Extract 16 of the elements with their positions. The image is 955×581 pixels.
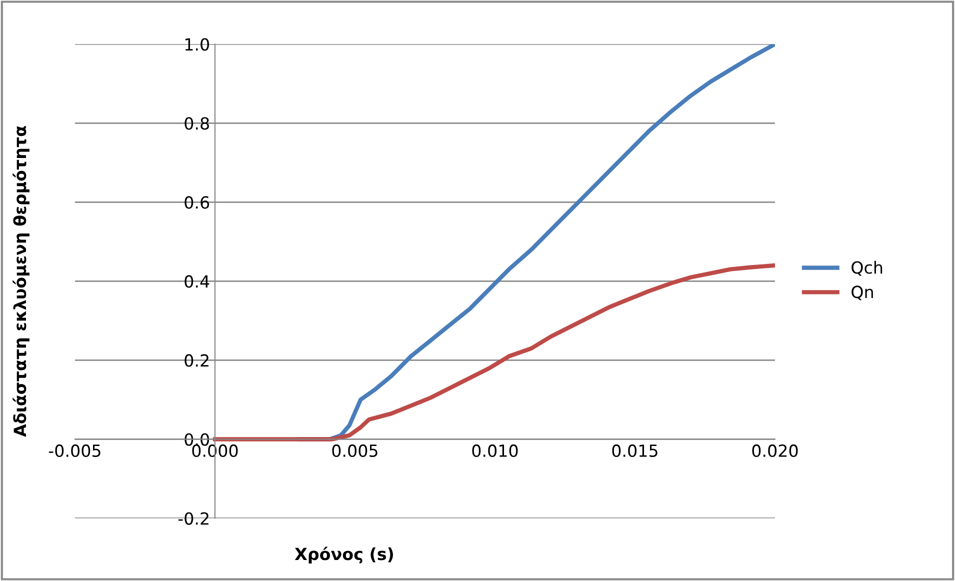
- x-tick-label: 0.010: [472, 444, 518, 457]
- x-tick-label: 0.020: [752, 444, 798, 457]
- line-series: [212, 263, 775, 442]
- y-tick-label: 1.0: [185, 38, 210, 51]
- legend-label: Qch: [852, 260, 882, 276]
- x-tick-label: 0.005: [332, 444, 378, 457]
- x-tick-label: -0.005: [48, 444, 100, 457]
- y-tick-label: -0.2: [178, 512, 208, 525]
- y-tick-label: 0.8: [184, 117, 209, 130]
- x-tick-label: 0.015: [612, 444, 658, 457]
- x-axis-title: Χρόνος (s): [294, 546, 393, 564]
- y-axis-title: Αδιάστατη εκλυόμενη θερμότητα: [12, 126, 30, 437]
- y-tick-label: 0.4: [184, 275, 210, 288]
- legend-label: Qn: [852, 286, 873, 300]
- y-tick-label: 0.2: [184, 354, 208, 367]
- y-tick-label: 0.6: [184, 196, 210, 209]
